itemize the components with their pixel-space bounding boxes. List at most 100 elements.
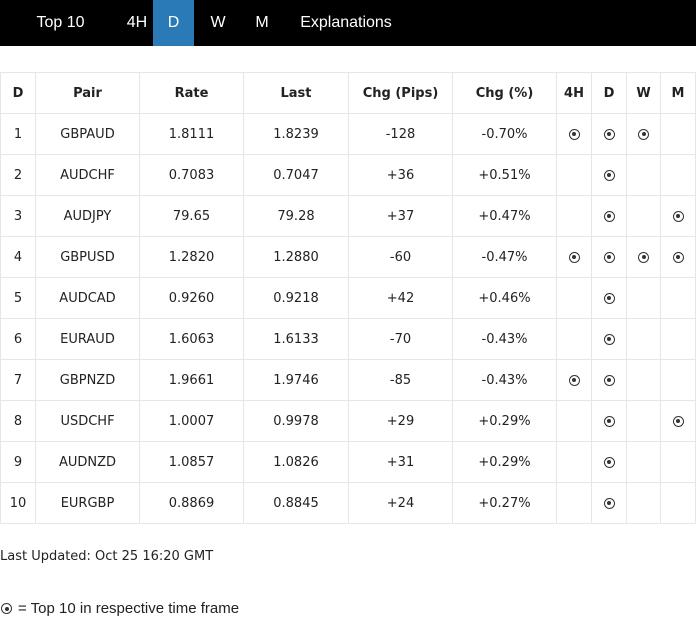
- cell-chg-pips: +29: [348, 400, 453, 442]
- cell-chg-pct: +0.46%: [452, 277, 557, 319]
- table-row[interactable]: 9 AUDNZD 1.0857 1.0826 +31 +0.29%: [0, 441, 696, 483]
- tab-m[interactable]: M: [255, 14, 269, 31]
- top10-table: D Pair Rate Last Chg (Pips) Chg (%) 4H D…: [0, 72, 696, 524]
- cell-rate: 0.7083: [139, 154, 244, 196]
- target-dot-icon: [672, 415, 684, 427]
- cell-last: 0.8845: [243, 482, 349, 524]
- target-dot-icon: [603, 456, 615, 468]
- header-chg-pips[interactable]: Chg (Pips): [348, 72, 453, 114]
- cell-flag-m: [660, 359, 696, 401]
- target-dot-icon: [1, 603, 12, 614]
- header-chg-pct[interactable]: Chg (%): [452, 72, 557, 114]
- table-row[interactable]: 3 AUDJPY 79.65 79.28 +37 +0.47%: [0, 195, 696, 237]
- target-dot-icon: [568, 128, 580, 140]
- cell-rate: 1.8111: [139, 113, 244, 155]
- table-row[interactable]: 6 EURAUD 1.6063 1.6133 -70 -0.43%: [0, 318, 696, 360]
- cell-chg-pct: +0.29%: [452, 400, 557, 442]
- cell-rate: 0.9260: [139, 277, 244, 319]
- cell-flag-h4: [556, 154, 592, 196]
- cell-flag-m: [660, 482, 696, 524]
- cell-rate: 0.8869: [139, 482, 244, 524]
- cell-flag-w: [626, 154, 661, 196]
- target-dot-icon: [672, 210, 684, 222]
- cell-flag-w: [626, 441, 661, 483]
- target-dot-icon: [603, 292, 615, 304]
- header-d[interactable]: D: [591, 72, 627, 114]
- cell-pair: AUDJPY: [35, 195, 140, 237]
- target-dot-icon: [603, 333, 615, 345]
- cell-last: 1.6133: [243, 318, 349, 360]
- target-dot-icon: [638, 128, 649, 140]
- cell-flag-h4: [556, 236, 592, 278]
- cell-chg-pips: -60: [348, 236, 453, 278]
- cell-last: 1.8239: [243, 113, 349, 155]
- cell-flag-d: [591, 236, 627, 278]
- header-pair[interactable]: Pair: [35, 72, 140, 114]
- cell-chg-pct: -0.47%: [452, 236, 557, 278]
- cell-flag-d: [591, 318, 627, 360]
- cell-pair: GBPUSD: [35, 236, 140, 278]
- cell-flag-w: [626, 236, 661, 278]
- cell-flag-d: [591, 277, 627, 319]
- table-row[interactable]: 4 GBPUSD 1.2820 1.2880 -60 -0.47%: [0, 236, 696, 278]
- cell-flag-w: [626, 195, 661, 237]
- cell-flag-d: [591, 359, 627, 401]
- cell-chg-pips: +31: [348, 441, 453, 483]
- cell-rate: 1.0007: [139, 400, 244, 442]
- header-rate[interactable]: Rate: [139, 72, 244, 114]
- table-row[interactable]: 1 GBPAUD 1.8111 1.8239 -128 -0.70%: [0, 113, 696, 155]
- cell-pair: EURGBP: [35, 482, 140, 524]
- cell-flag-d: [591, 482, 627, 524]
- table-row[interactable]: 7 GBPNZD 1.9661 1.9746 -85 -0.43%: [0, 359, 696, 401]
- cell-chg-pct: +0.27%: [452, 482, 557, 524]
- cell-rank: 9: [0, 441, 36, 483]
- cell-pair: GBPNZD: [35, 359, 140, 401]
- cell-last: 0.9978: [243, 400, 349, 442]
- header-w[interactable]: W: [626, 72, 661, 114]
- cell-flag-m: [660, 400, 696, 442]
- tab-explanations[interactable]: Explanations: [300, 14, 392, 31]
- cell-flag-w: [626, 113, 661, 155]
- target-dot-icon: [672, 251, 684, 263]
- tab-w[interactable]: W: [210, 14, 226, 31]
- cell-flag-h4: [556, 113, 592, 155]
- cell-flag-h4: [556, 318, 592, 360]
- cell-flag-d: [591, 441, 627, 483]
- cell-chg-pct: +0.29%: [452, 441, 557, 483]
- tab-4h[interactable]: 4H: [126, 14, 148, 31]
- target-dot-icon: [568, 251, 580, 263]
- cell-chg-pct: -0.43%: [452, 359, 557, 401]
- cell-chg-pct: -0.70%: [452, 113, 557, 155]
- cell-chg-pips: -70: [348, 318, 453, 360]
- header-last[interactable]: Last: [243, 72, 349, 114]
- cell-flag-w: [626, 400, 661, 442]
- cell-flag-h4: [556, 482, 592, 524]
- target-dot-icon: [603, 374, 615, 386]
- cell-rank: 10: [0, 482, 36, 524]
- cell-chg-pct: +0.47%: [452, 195, 557, 237]
- header-4h[interactable]: 4H: [556, 72, 592, 114]
- legend: = Top 10 in respective time frame: [0, 600, 239, 617]
- cell-flag-w: [626, 277, 661, 319]
- cell-rank: 7: [0, 359, 36, 401]
- table-row[interactable]: 2 AUDCHF 0.7083 0.7047 +36 +0.51%: [0, 154, 696, 196]
- cell-pair: AUDCAD: [35, 277, 140, 319]
- table-row[interactable]: 5 AUDCAD 0.9260 0.9218 +42 +0.46%: [0, 277, 696, 319]
- cell-last: 0.9218: [243, 277, 349, 319]
- cell-flag-d: [591, 195, 627, 237]
- cell-chg-pct: +0.51%: [452, 154, 557, 196]
- cell-flag-m: [660, 277, 696, 319]
- cell-last: 79.28: [243, 195, 349, 237]
- cell-last: 1.0826: [243, 441, 349, 483]
- table-row[interactable]: 10 EURGBP 0.8869 0.8845 +24 +0.27%: [0, 482, 696, 524]
- table-row[interactable]: 8 USDCHF 1.0007 0.9978 +29 +0.29%: [0, 400, 696, 442]
- cell-flag-m: [660, 154, 696, 196]
- cell-flag-w: [626, 318, 661, 360]
- cell-last: 0.7047: [243, 154, 349, 196]
- tab-d[interactable]: D: [153, 0, 194, 46]
- header-m[interactable]: M: [660, 72, 696, 114]
- cell-pair: AUDNZD: [35, 441, 140, 483]
- cell-flag-h4: [556, 195, 592, 237]
- header-rank[interactable]: D: [0, 72, 36, 114]
- tab-top-10[interactable]: Top 10: [36, 14, 85, 31]
